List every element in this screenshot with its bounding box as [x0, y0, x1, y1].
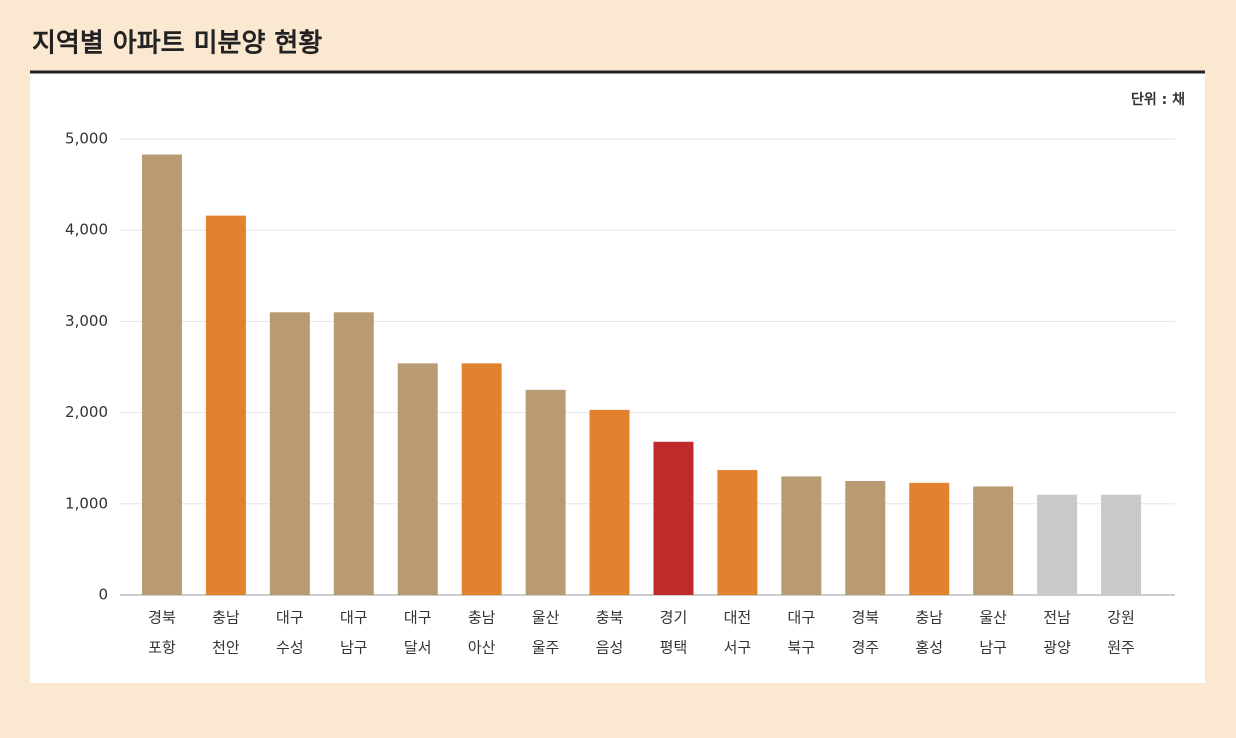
- x-tick-label: 대구: [340, 609, 368, 627]
- y-tick-label: 5,000: [65, 130, 108, 148]
- x-tick-label: 충남: [212, 609, 240, 627]
- x-tick-label: 대구: [276, 609, 304, 627]
- x-tick-label: 경주: [851, 639, 879, 657]
- y-tick-label: 1,000: [65, 494, 108, 512]
- bar: [1101, 494, 1142, 595]
- x-tick-label: 북구: [788, 639, 816, 657]
- bar: [461, 363, 502, 595]
- bar: [717, 470, 758, 595]
- y-tick-label: 4,000: [65, 221, 108, 239]
- bar: [909, 482, 950, 595]
- bar: [141, 154, 182, 595]
- chart-title: 지역별 아파트 미분양 현황: [32, 29, 322, 59]
- x-tick-label: 전남: [1043, 609, 1071, 627]
- x-tick-label: 대전: [724, 609, 752, 627]
- x-tick-label: 경기: [660, 609, 688, 627]
- x-tick-label: 대구: [404, 609, 432, 627]
- x-tick-label: 서구: [724, 639, 752, 657]
- x-tick-label: 평택: [660, 639, 688, 657]
- y-tick-label: 3,000: [65, 312, 108, 330]
- x-tick-label: 충남: [468, 609, 496, 627]
- bar: [973, 486, 1014, 595]
- x-tick-label: 경북: [148, 609, 176, 627]
- x-tick-label: 강원: [1107, 609, 1135, 627]
- bar: [525, 389, 566, 595]
- x-tick-label: 울산: [532, 609, 560, 627]
- bar: [653, 441, 694, 595]
- x-tick-label: 포항: [148, 639, 176, 657]
- x-tick-label: 광양: [1043, 639, 1071, 657]
- x-tick-label: 원주: [1107, 639, 1135, 657]
- y-tick-label: 2,000: [65, 403, 108, 421]
- bar: [781, 476, 822, 595]
- y-tick-label: 0: [98, 586, 108, 604]
- bar: [205, 215, 246, 595]
- x-tick-label: 남구: [340, 639, 368, 657]
- bar: [333, 312, 374, 595]
- unit-label: 단위 : 채: [1131, 91, 1185, 108]
- x-tick-label: 충남: [915, 609, 943, 627]
- x-tick-label: 충북: [596, 609, 624, 627]
- x-tick-label: 천안: [212, 639, 240, 657]
- x-tick-label: 남구: [979, 639, 1007, 657]
- bar: [397, 363, 438, 595]
- x-tick-label: 울산: [979, 609, 1007, 627]
- x-tick-label: 음성: [596, 639, 624, 657]
- x-tick-label: 홍성: [915, 639, 943, 657]
- bar: [845, 481, 886, 595]
- x-tick-label: 달서: [404, 639, 432, 657]
- x-tick-label: 울주: [532, 639, 560, 657]
- x-tick-label: 대구: [788, 609, 816, 627]
- x-tick-label: 경북: [851, 609, 879, 627]
- bar: [589, 409, 630, 595]
- bar: [1037, 494, 1078, 595]
- bar: [269, 312, 310, 595]
- x-tick-label: 아산: [468, 639, 496, 657]
- x-tick-label: 수성: [276, 639, 304, 657]
